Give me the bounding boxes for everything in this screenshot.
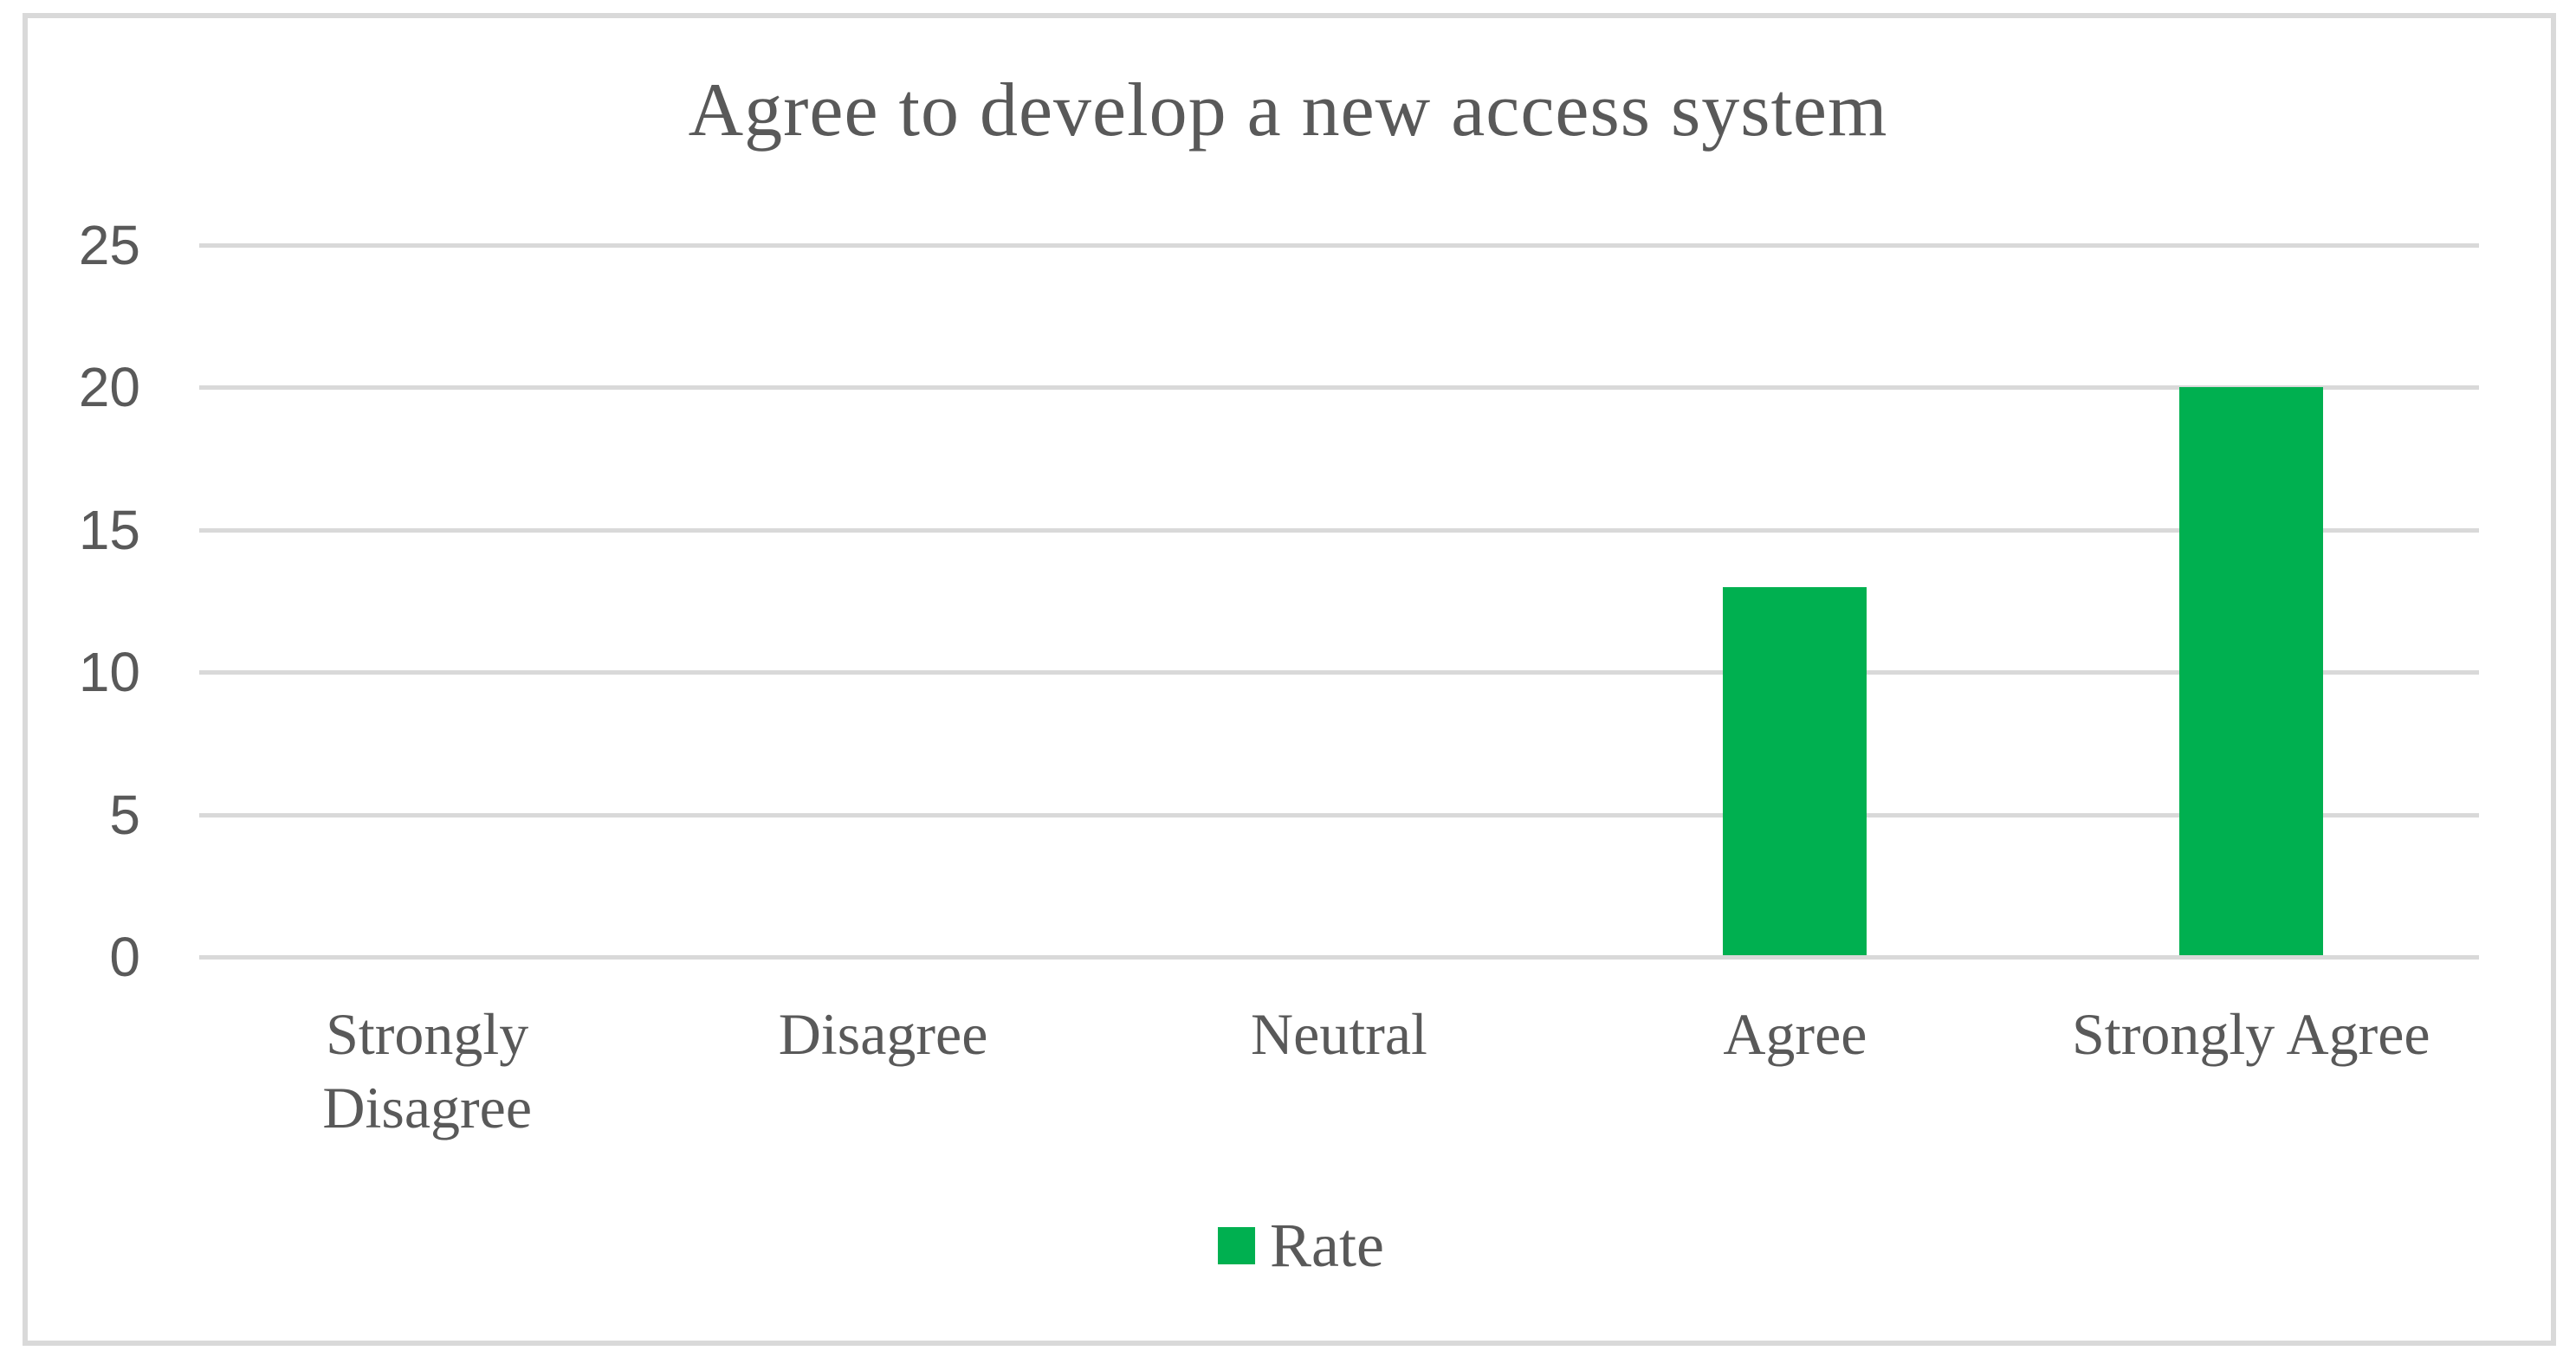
gridline-y-0 — [199, 955, 2479, 960]
x-axis-category-label-agree: Agree — [1723, 1001, 1867, 1067]
gridline-y-15 — [199, 527, 2479, 533]
gridline-y-25 — [199, 243, 2479, 248]
y-axis-tick-label-20: 20 — [78, 356, 140, 419]
x-axis-category-label-disagree: Disagree — [778, 1001, 988, 1067]
y-axis-tick-label-10: 10 — [78, 641, 140, 704]
gridline-y-5 — [199, 812, 2479, 817]
y-axis-tick-label-25: 25 — [78, 214, 140, 276]
legend-color-swatch — [1218, 1226, 1256, 1264]
chart-title: Agree to develop a new access system — [688, 68, 1888, 152]
y-axis-tick-label-5: 5 — [109, 783, 140, 846]
bar-agree — [1723, 586, 1867, 955]
x-axis-category-label-strongly-agree: Strongly Agree — [2071, 1001, 2430, 1067]
legend-series-label: Rate — [1270, 1211, 1384, 1280]
legend: Rate — [1218, 1214, 1384, 1276]
x-axis-category-label-strongly-disagree: Strongly Disagree — [322, 1001, 533, 1141]
y-axis-tick-label-15: 15 — [78, 498, 140, 561]
y-axis-tick-label-0: 0 — [109, 926, 140, 988]
bar-strongly-agree — [2178, 387, 2323, 955]
gridline-y-20 — [199, 385, 2479, 391]
x-axis-category-label-neutral: Neutral — [1251, 1001, 1427, 1067]
gridline-y-10 — [199, 670, 2479, 675]
chart-border — [23, 13, 2556, 1346]
